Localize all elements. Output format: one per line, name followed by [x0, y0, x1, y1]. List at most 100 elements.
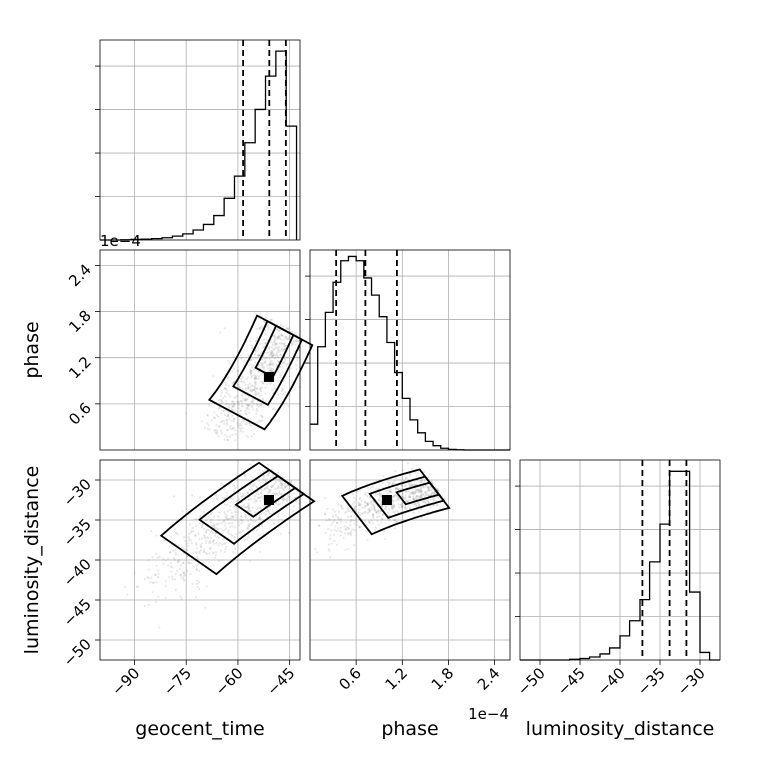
- density-peak: [263, 495, 274, 505]
- sample-point: [295, 364, 298, 367]
- sample-point: [155, 534, 158, 537]
- sample-point: [279, 532, 283, 535]
- sample-point: [231, 400, 234, 403]
- sample-point: [182, 570, 185, 574]
- sample-point: [332, 533, 335, 536]
- sample-point: [239, 387, 242, 390]
- sample-point: [232, 355, 235, 358]
- sample-point: [420, 507, 423, 511]
- sample-point: [353, 507, 356, 510]
- sample-point: [199, 514, 202, 518]
- sample-point: [274, 492, 277, 495]
- sample-point: [246, 376, 249, 379]
- sample-point: [226, 429, 229, 432]
- sample-point: [432, 497, 435, 500]
- sample-point: [152, 581, 155, 584]
- sample-point: [217, 415, 220, 418]
- sample-point: [330, 529, 333, 532]
- sample-point: [363, 510, 366, 513]
- sample-point: [178, 558, 181, 562]
- sample-point: [391, 499, 394, 502]
- sample-point: [262, 366, 265, 369]
- sample-point: [212, 375, 215, 378]
- sample-point: [260, 386, 264, 389]
- sample-point: [290, 344, 293, 347]
- sample-point: [273, 334, 276, 337]
- sample-point: [279, 374, 282, 377]
- sample-point: [367, 508, 370, 511]
- x-tick-label-luminosity-distance: −30: [674, 664, 709, 699]
- sample-point: [252, 484, 255, 487]
- sample-point: [287, 496, 291, 499]
- sample-point: [433, 491, 436, 494]
- sample-point: [419, 488, 422, 491]
- sample-point: [290, 481, 293, 484]
- sample-point: [290, 480, 293, 483]
- density-peak: [381, 495, 392, 505]
- sample-point: [401, 506, 404, 509]
- sample-point: [258, 518, 261, 521]
- sample-point: [226, 414, 229, 417]
- sample-point: [220, 482, 223, 485]
- sample-point: [254, 350, 257, 353]
- sample-point: [284, 482, 287, 486]
- sample-point: [202, 561, 205, 564]
- sample-point: [185, 548, 188, 551]
- sample-point: [269, 353, 272, 357]
- sample-point: [237, 499, 240, 502]
- sample-point: [281, 482, 284, 485]
- sample-point: [286, 483, 289, 486]
- sample-point: [283, 360, 286, 363]
- sample-point: [424, 500, 427, 504]
- sample-point: [280, 493, 283, 496]
- sample-point: [393, 519, 396, 522]
- sample-point: [412, 497, 415, 500]
- sample-point: [236, 423, 239, 426]
- sample-point: [239, 430, 242, 433]
- sample-point: [152, 581, 155, 585]
- sample-point: [210, 536, 213, 539]
- sample-point: [378, 498, 381, 501]
- sample-point: [366, 503, 369, 506]
- sample-point: [241, 430, 244, 433]
- sample-point: [236, 425, 240, 428]
- sample-point: [228, 362, 231, 365]
- panel-frame: [99, 249, 301, 451]
- sample-point: [262, 367, 265, 371]
- sample-point: [248, 404, 252, 407]
- sample-point: [244, 513, 247, 516]
- sample-point: [400, 484, 403, 488]
- sample-point: [380, 504, 383, 507]
- sample-point: [212, 525, 215, 528]
- sample-point: [331, 522, 334, 525]
- sample-point: [353, 514, 356, 517]
- sample-point: [417, 489, 420, 493]
- sample-point: [147, 577, 150, 580]
- sample-point: [137, 585, 140, 588]
- sample-point: [209, 546, 212, 550]
- sample-point: [248, 422, 251, 425]
- sample-point: [267, 510, 270, 514]
- sample-point: [291, 330, 294, 333]
- sample-point: [341, 507, 344, 510]
- sample-point: [414, 491, 417, 494]
- sample-point: [272, 348, 275, 351]
- sample-point: [202, 510, 205, 513]
- x-tick-label-luminosity-distance: −50: [514, 664, 549, 699]
- sample-point: [250, 374, 253, 377]
- sample-point: [215, 523, 218, 526]
- sample-point: [277, 334, 280, 337]
- sample-point: [328, 519, 331, 522]
- sample-point: [271, 508, 274, 511]
- sample-point: [420, 489, 424, 492]
- sample-point: [243, 420, 246, 423]
- sample-point: [252, 403, 255, 406]
- sample-point: [278, 328, 281, 332]
- sample-point: [211, 511, 214, 514]
- sample-point: [359, 497, 362, 500]
- sample-point: [371, 522, 375, 525]
- sample-point: [292, 505, 296, 508]
- histogram-luminosity-distance: [520, 470, 720, 661]
- sample-point: [358, 514, 361, 517]
- sample-point: [247, 363, 250, 366]
